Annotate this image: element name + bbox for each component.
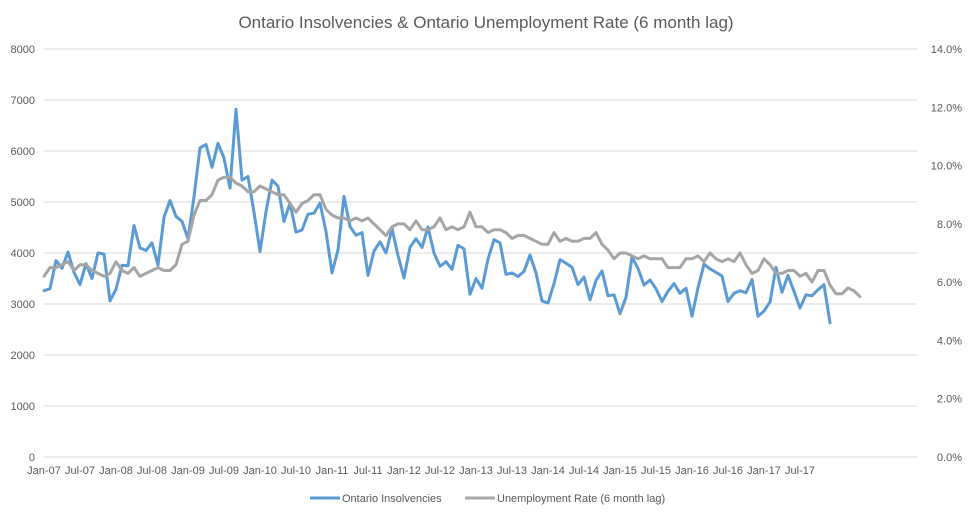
left-tick-label: 5000: [11, 197, 35, 209]
x-tick-label: Jul-11: [353, 465, 382, 477]
x-tick-label: Jul-15: [641, 465, 671, 477]
left-tick-label: 3000: [11, 299, 35, 311]
right-y-axis: 0.0% 2.0% 4.0% 6.0% 8.0% 10.0% 12.0% 14.0%: [931, 44, 962, 464]
left-tick-label: 8000: [11, 44, 35, 56]
x-tick-label: Jan-08: [99, 465, 133, 477]
legend-label-unemployment-rate: Unemployment Rate (6 month lag): [497, 493, 665, 505]
x-tick-label: Jan-13: [459, 465, 493, 477]
x-tick-label: Jan-12: [387, 465, 421, 477]
chart-title: Ontario Insolvencies & Ontario Unemploym…: [238, 13, 733, 32]
x-tick-label: Jan-17: [747, 465, 781, 477]
x-tick-label: Jul-13: [497, 465, 527, 477]
x-tick-label: Jan-09: [171, 465, 205, 477]
x-tick-label: Jan-07: [27, 465, 61, 477]
legend: Ontario Insolvencies Unemployment Rate (…: [310, 493, 665, 505]
right-tick-label: 4.0%: [937, 335, 962, 347]
x-tick-label: Jan-15: [603, 465, 637, 477]
left-tick-label: 0: [29, 452, 35, 464]
right-tick-label: 10.0%: [931, 161, 962, 173]
x-tick-label: Jul-16: [713, 465, 743, 477]
gridlines: [44, 48, 917, 458]
right-tick-label: 14.0%: [931, 44, 962, 56]
right-tick-label: 6.0%: [937, 277, 962, 289]
right-tick-label: 2.0%: [937, 394, 962, 406]
left-tick-label: 7000: [11, 95, 35, 107]
x-tick-label: Jan-11: [316, 465, 349, 477]
x-tick-label: Jul-17: [785, 465, 815, 477]
x-tick-label: Jul-14: [569, 465, 599, 477]
x-tick-label: Jul-08: [137, 465, 167, 477]
x-axis: Jan-07 Jul-07 Jan-08 Jul-08 Jan-09 Jul-09 Jan-…: [27, 465, 815, 477]
left-y-axis: 0 1000 2000 3000 4000 5000 6000 7000 8000: [11, 44, 35, 464]
left-tick-label: 4000: [11, 248, 35, 260]
right-tick-label: 12.0%: [931, 102, 962, 114]
x-tick-label: Jan-16: [675, 465, 709, 477]
right-tick-label: 0.0%: [937, 452, 962, 464]
series-lines: [42, 107, 862, 325]
series-line-unemployment-rate-6-month-lag: [42, 175, 862, 299]
left-tick-label: 1000: [11, 401, 35, 413]
x-tick-label: Jul-07: [65, 465, 95, 477]
series-line-ontario-insolvencies: [42, 107, 832, 325]
legend-label-ontario-insolvencies: Ontario Insolvencies: [342, 493, 442, 505]
left-tick-label: 2000: [11, 350, 35, 362]
right-tick-label: 8.0%: [937, 219, 962, 231]
x-tick-label: Jan-10: [243, 465, 277, 477]
left-tick-label: 6000: [11, 146, 35, 158]
x-tick-label: Jan-14: [531, 465, 565, 477]
x-tick-label: Jul-12: [425, 465, 455, 477]
x-tick-label: Jul-09: [209, 465, 239, 477]
x-tick-label: Jul-10: [281, 465, 311, 477]
